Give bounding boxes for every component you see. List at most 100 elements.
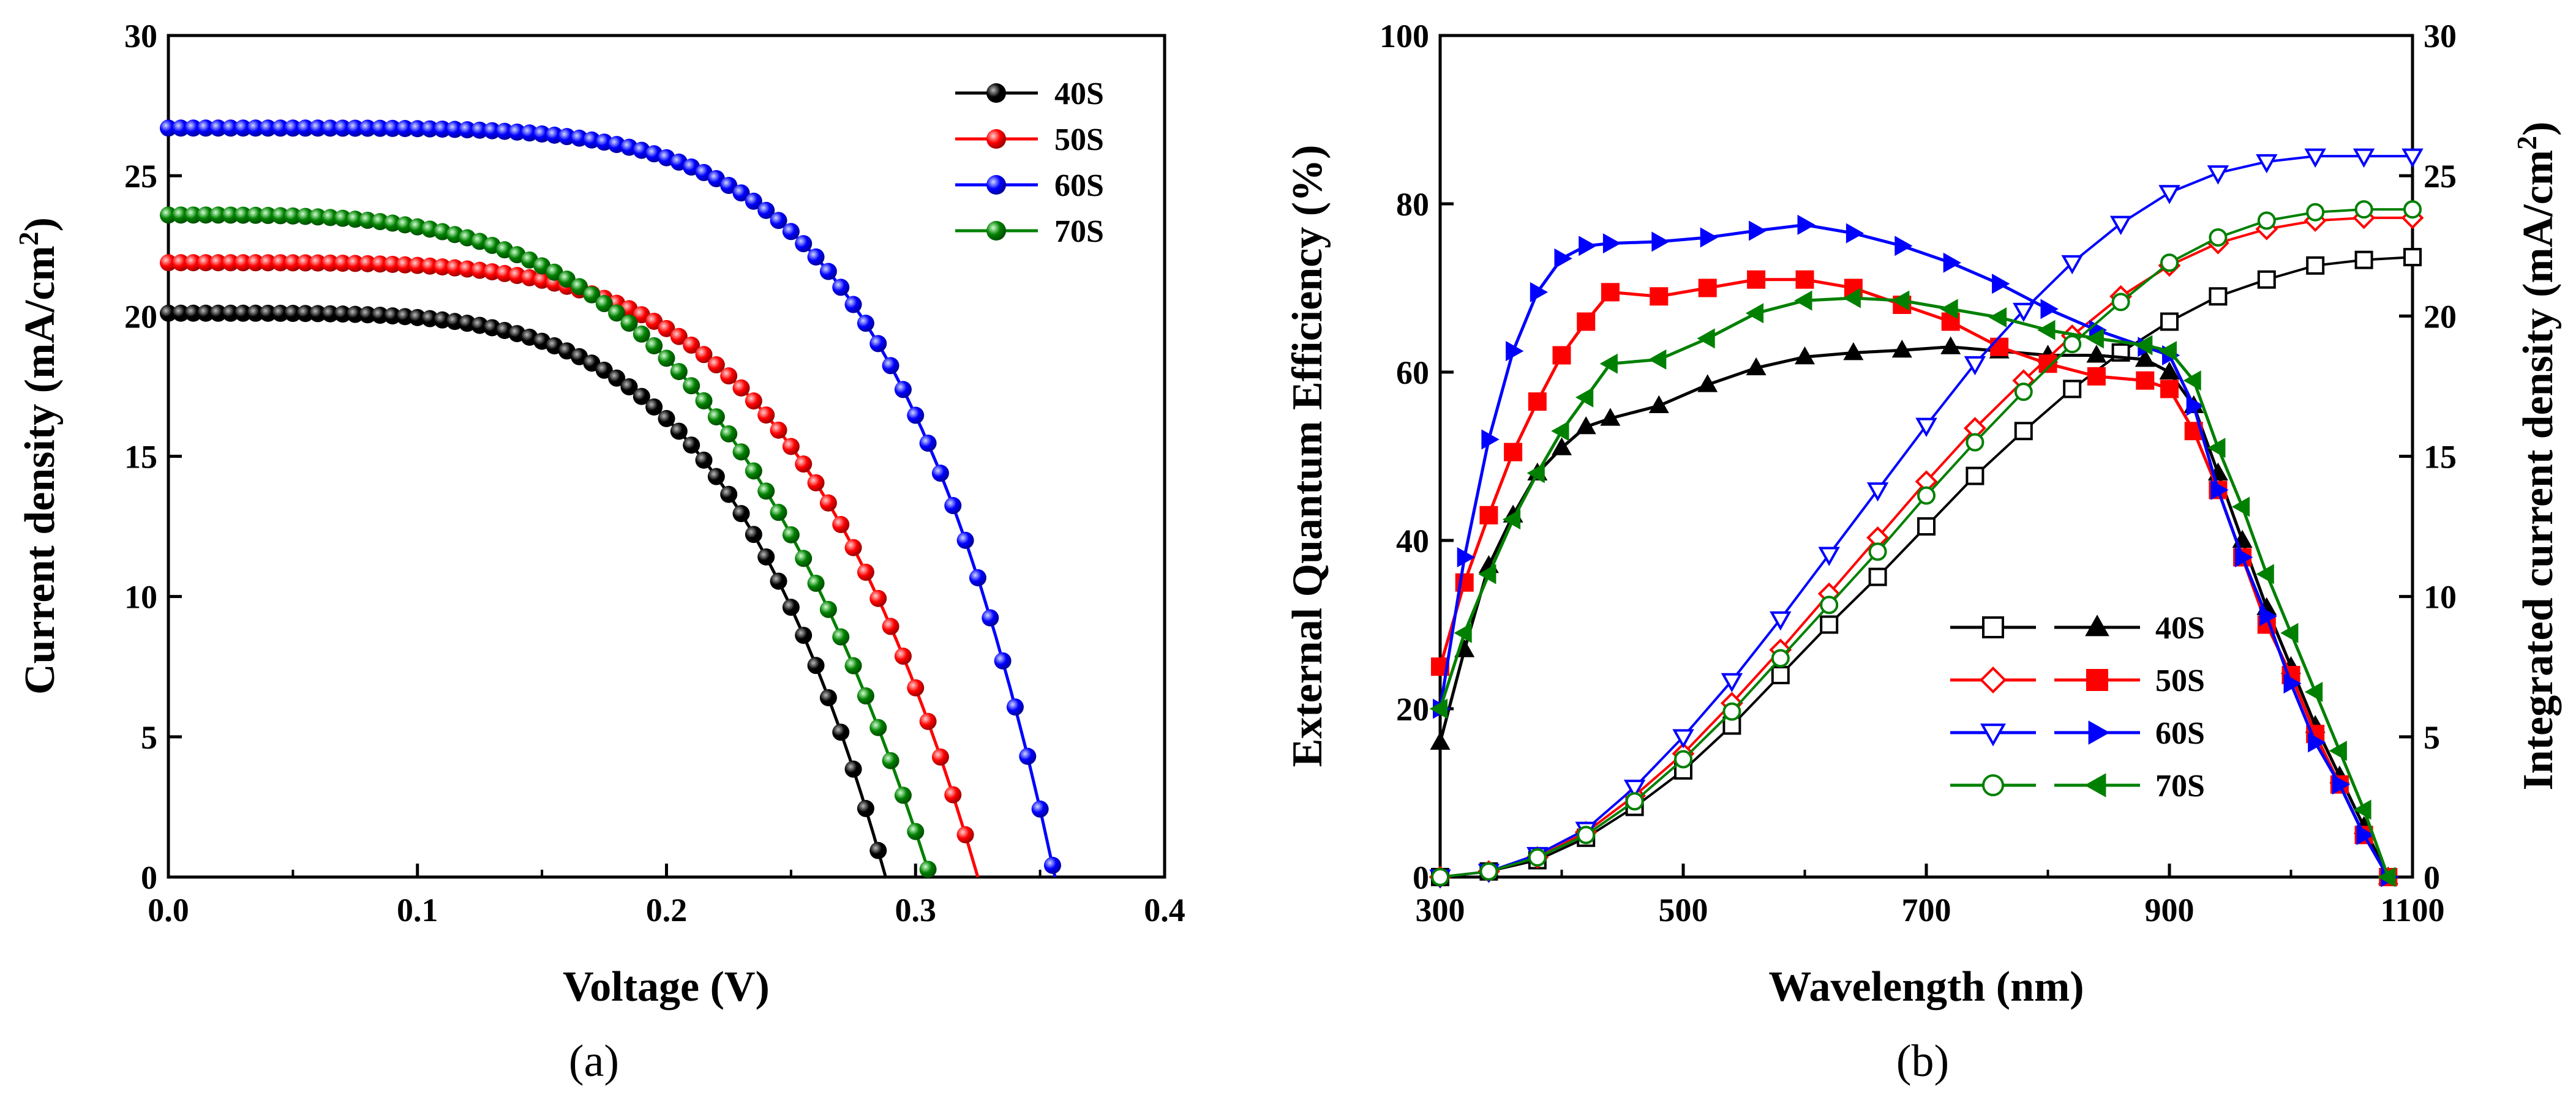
eqe-point-60S [2040, 299, 2059, 319]
jv-point-40S [707, 468, 725, 485]
jv-point-40S [857, 800, 874, 818]
jv-y-tick-label: 10 [124, 579, 157, 616]
eqe-point-70S [1575, 387, 1594, 408]
eqe-point-70S [1940, 299, 1958, 319]
jsc-point-60S [1915, 417, 1937, 438]
jv-point-50S [434, 258, 451, 276]
jv-point-70S [894, 786, 912, 804]
eqe-point-60S [1481, 429, 1500, 450]
jv-point-40S [359, 306, 377, 324]
jsc-point-60S [2304, 148, 2326, 168]
jv-point-40S [197, 304, 215, 322]
jv-x-tick-label: 0.3 [895, 892, 937, 928]
jv-point-50S [471, 261, 489, 279]
jv-point-40S [633, 387, 650, 405]
eqe-point-50S [1504, 443, 1523, 461]
jv-point-40S [645, 398, 663, 416]
jv-y-tick-label: 0 [141, 859, 157, 896]
jv-point-50S [857, 563, 874, 581]
eqe-point-40S [1697, 374, 1718, 392]
jv-point-40S [844, 760, 862, 778]
jv-point-70S [869, 719, 887, 736]
jv-point-70S [197, 206, 215, 224]
eqe-left-y-tick-label: 80 [1396, 186, 1429, 223]
jsc-line-60S [1440, 155, 2413, 878]
eqe-point-40S [1648, 395, 1669, 413]
eqe-point-70S [2135, 335, 2153, 356]
jv-point-60S [396, 119, 414, 137]
jv-point-60S [471, 121, 489, 139]
jv-legend-label-40S: 40S [1054, 77, 1104, 111]
jv-point-40S [720, 485, 738, 503]
eqe-point-70S [1648, 349, 1667, 370]
jv-point-60S [272, 119, 290, 137]
jv-point-40S [795, 627, 813, 644]
eqe-point-60S [2308, 732, 2326, 753]
jv-point-60S [209, 119, 227, 137]
jsc-point-60S [2109, 215, 2132, 236]
jsc-point-70S [2306, 203, 2325, 222]
eqe-point-70S [1891, 290, 1910, 311]
jv-point-70S [209, 206, 227, 224]
eqe-point-60S [2332, 774, 2351, 795]
eqe-line-50S [1438, 278, 2390, 878]
eqe-point-60S [1530, 282, 1549, 302]
jv-point-60S [296, 119, 314, 137]
jv-point-40S [757, 548, 775, 566]
jv-point-60S [832, 278, 850, 296]
eqe-legend: 40S 50S 60S 70S [1950, 611, 2205, 804]
jsc-point-40S [2354, 250, 2373, 269]
jv-point-40S [396, 308, 414, 326]
eqe-point-70S [1988, 307, 2007, 328]
eqe-x-tick-label: 700 [1902, 892, 1951, 928]
jsc-point-40S [2306, 256, 2325, 275]
jv-point-50S [321, 254, 339, 272]
eqe-legend-open-marker-70S [1982, 774, 2004, 796]
jsc-point-70S [1431, 868, 1449, 886]
eqe-point-70S [1794, 290, 1812, 311]
jsc-point-60S [2013, 302, 2035, 323]
jv-point-70S [558, 271, 576, 288]
jsc-point-70S [2014, 383, 2033, 401]
eqe-point-50S [1650, 287, 1669, 306]
jv-point-50S [197, 254, 215, 272]
eqe-point-40S [1891, 340, 1912, 358]
jv-series-40S [160, 304, 887, 878]
jsc-point-70S [2063, 335, 2082, 354]
eqe-point-50S [1601, 283, 1620, 302]
jv-point-40S [284, 305, 302, 323]
jv-point-70S [296, 207, 314, 225]
jv-point-60S [857, 315, 874, 332]
jv-point-60S [197, 119, 215, 137]
jsc-point-70S [1528, 848, 1547, 867]
jv-point-60S [520, 124, 538, 142]
jv-point-50S [745, 392, 762, 410]
jv-point-70S [844, 657, 862, 674]
jv-point-70S [247, 206, 265, 224]
eqe-point-40S [1552, 437, 1572, 455]
jv-point-50S [235, 254, 252, 272]
jsc-point-60S [2256, 154, 2278, 174]
jsc-point-70S [2257, 211, 2276, 230]
jv-legend-marker-50S [986, 129, 1006, 149]
jv-point-50S [347, 255, 364, 272]
eqe-point-70S [2304, 682, 2323, 702]
jv-point-60S [184, 119, 202, 137]
jv-legend-marker-40S [986, 83, 1006, 103]
eqe-legend-label-70S: 70S [2155, 769, 2205, 804]
jsc-point-70S [1966, 433, 1985, 452]
eqe-point-70S [1745, 303, 1764, 324]
eqe-left-y-tick-label: 0 [1413, 859, 1429, 896]
jv-point-60S [969, 569, 986, 586]
jv-point-70S [770, 504, 787, 521]
jv-point-50S [720, 367, 738, 385]
eqe-left-y-tick-label: 40 [1396, 523, 1429, 559]
eqe-point-70S [1502, 509, 1521, 530]
jv-point-50S [334, 255, 351, 272]
jv-y-axis-label: Current density (mA/cm2) [13, 217, 64, 695]
eqe-right-y-tick-label: 20 [2424, 298, 2457, 335]
eqe-legend-open-marker-60S [1980, 723, 2007, 747]
jv-point-60S [347, 119, 364, 137]
jv-point-60S [483, 122, 501, 140]
jv-point-60S [982, 609, 999, 627]
